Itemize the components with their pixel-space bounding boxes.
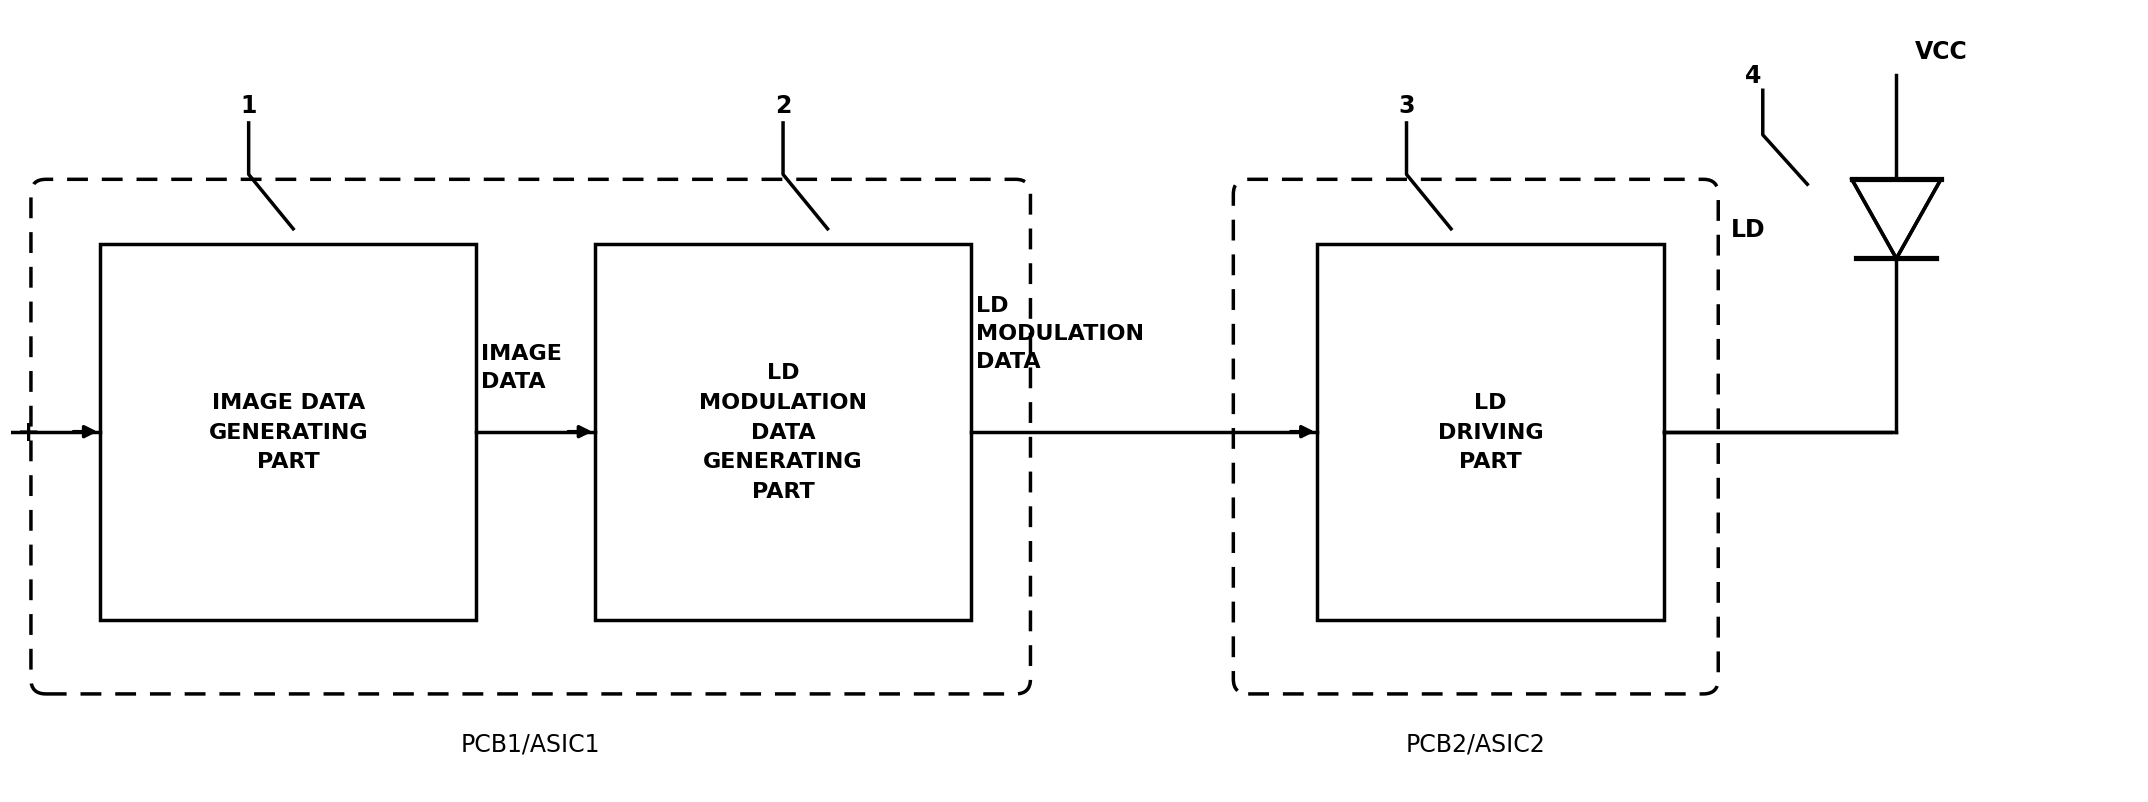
- Text: 2: 2: [775, 94, 790, 118]
- Text: LD
DRIVING
PART: LD DRIVING PART: [1437, 393, 1544, 472]
- Bar: [101, 245, 477, 620]
- Text: 4: 4: [1744, 64, 1761, 88]
- Bar: [1317, 245, 1665, 620]
- Text: 1: 1: [241, 94, 258, 118]
- Bar: [595, 245, 971, 620]
- Text: 3: 3: [1398, 94, 1416, 118]
- Text: IMAGE
DATA: IMAGE DATA: [481, 344, 563, 392]
- Text: PCB1/ASIC1: PCB1/ASIC1: [462, 731, 601, 755]
- Text: VCC: VCC: [1914, 39, 1968, 63]
- Text: PCB2/ASIC2: PCB2/ASIC2: [1407, 731, 1547, 755]
- Text: LD: LD: [1731, 217, 1766, 241]
- Text: LD
MODULATION
DATA
GENERATING
PART: LD MODULATION DATA GENERATING PART: [698, 363, 868, 501]
- Text: IMAGE DATA
GENERATING
PART: IMAGE DATA GENERATING PART: [208, 393, 367, 472]
- Polygon shape: [1852, 180, 1942, 259]
- Text: +: +: [17, 418, 41, 446]
- Text: LD
MODULATION
DATA: LD MODULATION DATA: [975, 295, 1145, 371]
